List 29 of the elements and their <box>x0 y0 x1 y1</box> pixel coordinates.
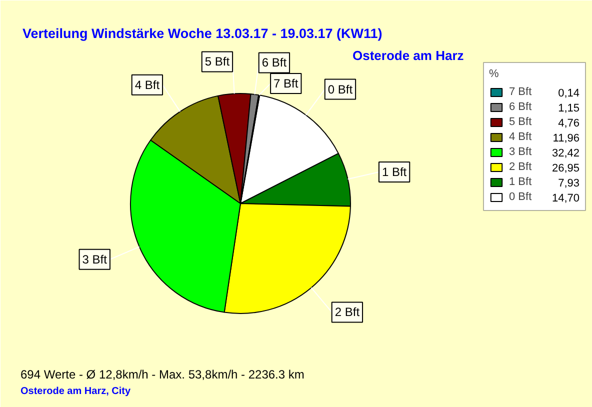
slice-label: 7 Bft <box>274 76 299 91</box>
data-label: 11,96 <box>552 132 580 144</box>
data-label: 7,93 <box>558 178 580 190</box>
legend-label: 1 Bft <box>509 176 532 188</box>
slice-label: 0 Bft <box>328 82 354 96</box>
legend-title: % <box>489 68 500 80</box>
text: 694 Werte - Ø 12,8km/h - Max. 53,8km/h - 2236.3 km <box>20 368 304 382</box>
data-label: 32,42 <box>552 148 580 160</box>
data-label: 26,95 <box>552 162 580 174</box>
slice-label: 5 Bft <box>204 54 230 69</box>
data-label: 14,70 <box>552 192 580 204</box>
text: Osterode am Harz, City <box>20 386 131 397</box>
legend-label: 4 Bft <box>509 131 532 143</box>
slice-label: 6 Bft <box>262 56 288 70</box>
slice-label: 2 Bft <box>334 305 360 320</box>
legend-label: 6 Bft <box>509 101 532 113</box>
chart-title: Verteilung Windstärke Woche 13.03.17 - 19.03.17 (KW11) <box>22 26 382 41</box>
legend-label: 3 Bft <box>509 146 532 158</box>
legend-label: 2 Bft <box>509 161 532 173</box>
slice-label: 1 Bft <box>382 165 408 180</box>
legend-label: 5 Bft <box>509 116 532 128</box>
legend-label: 7 Bft <box>509 86 532 98</box>
legend-label: 0 Bft <box>509 191 532 203</box>
data-label: 0,14 <box>558 88 580 100</box>
slice-label: 4 Bft <box>134 78 160 92</box>
chart-subtitle: Osterode am Harz <box>352 48 464 63</box>
data-label: 4,76 <box>558 118 580 130</box>
slice-label: 3 Bft <box>82 252 108 266</box>
data-label: 1,15 <box>558 102 580 114</box>
